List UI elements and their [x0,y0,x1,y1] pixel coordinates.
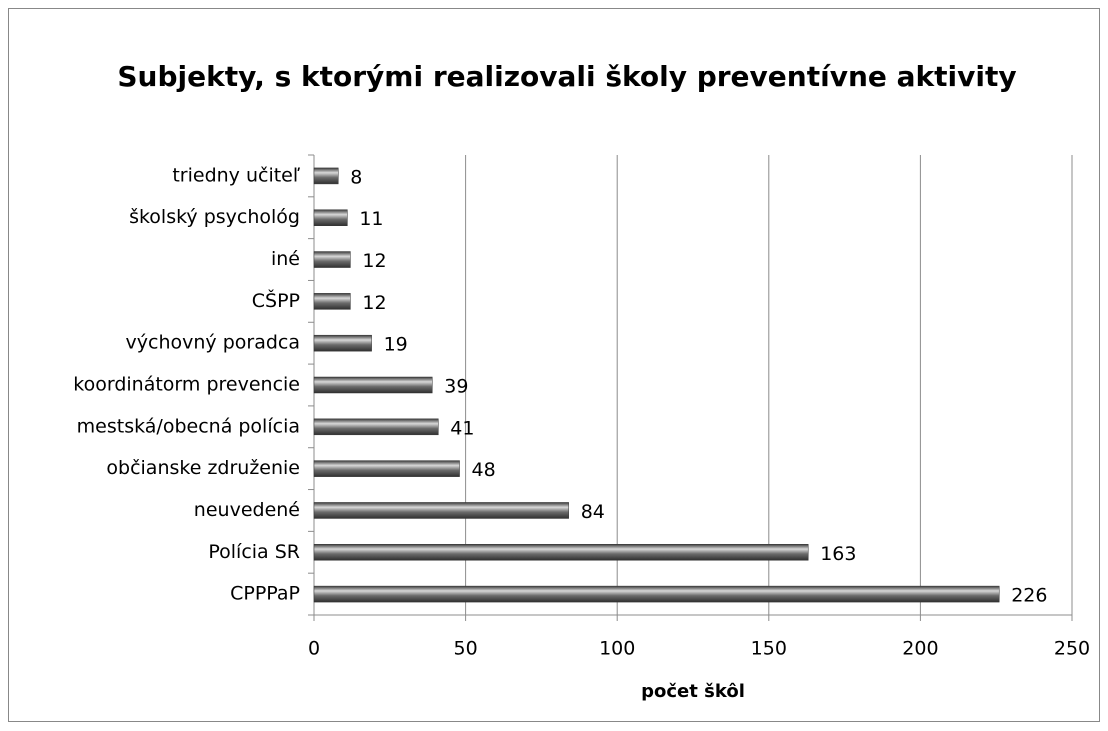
y-tick-label: CŠPP [252,288,300,312]
y-tick-label: koordinátorm prevencie [73,374,300,396]
bar [313,544,809,561]
data-label: 8 [350,166,362,188]
x-tick-label: 150 [751,638,787,660]
data-label: 84 [581,501,605,523]
data-label: 41 [450,417,474,439]
bar [313,209,348,226]
data-label: 12 [362,250,386,272]
bar [313,502,569,519]
y-tick-label: Polícia SR [208,541,300,563]
data-label: 226 [1011,585,1047,607]
y-tick-label: neuvedené [194,499,300,521]
bar [313,418,439,436]
y-tick-label: občianske združenie [106,457,300,479]
chart-frame [8,8,1100,722]
chart-title: Subjekty, s ktorými realizovali školy pr… [117,60,1016,93]
x-tick-label: 0 [308,638,320,660]
bar [313,167,339,185]
data-label: 39 [444,376,468,398]
data-label: 11 [359,208,383,230]
data-label: 12 [362,292,386,314]
bar [313,293,351,310]
data-label: 163 [820,543,856,565]
y-tick-label: iné [271,248,300,270]
x-tick-label: 200 [902,638,938,660]
bar [313,585,1000,603]
x-tick-label: 50 [454,638,478,660]
y-tick-label: školský psychológ [129,206,300,228]
data-label: 48 [472,459,496,481]
bar [313,334,372,352]
y-tick-label: výchovný poradca [126,332,300,354]
x-axis-title: počet škôl [641,681,745,702]
bar [313,376,433,394]
y-tick-label: mestská/obecná polícia [77,415,300,437]
y-tick-label: CPPPaP [230,583,300,605]
bar [313,251,351,268]
data-label: 19 [384,334,408,356]
x-tick-label: 100 [599,638,635,660]
y-tick-label: triedny učiteľ [172,164,301,186]
bar [313,460,460,477]
x-tick-label: 250 [1054,638,1090,660]
